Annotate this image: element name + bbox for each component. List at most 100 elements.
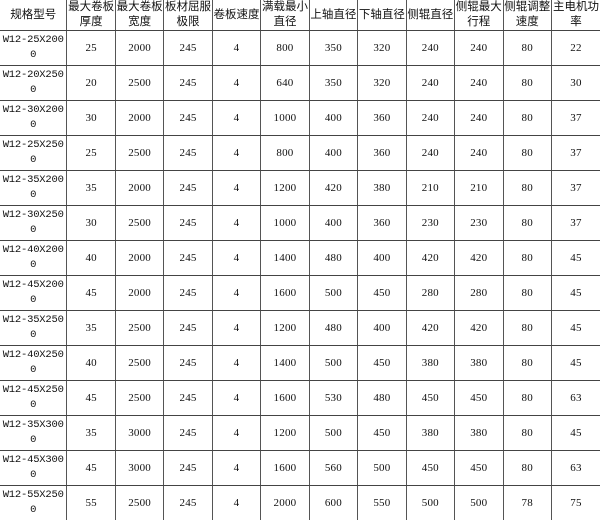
column-header-max-plate-thickness: 最大卷板厚度 xyxy=(67,0,115,31)
value-cell: 280 xyxy=(406,276,454,311)
value-cell: 245 xyxy=(164,101,212,136)
value-cell: 30 xyxy=(67,206,115,241)
value-cell: 500 xyxy=(309,276,357,311)
value-cell: 245 xyxy=(164,206,212,241)
value-cell: 360 xyxy=(358,101,406,136)
model-cell: W12-25X2500 xyxy=(0,136,67,171)
value-cell: 2500 xyxy=(115,66,163,101)
value-cell: 400 xyxy=(309,206,357,241)
value-cell: 2000 xyxy=(261,486,309,520)
value-cell: 40 xyxy=(67,346,115,381)
value-cell: 80 xyxy=(503,66,551,101)
value-cell: 2500 xyxy=(115,311,163,346)
value-cell: 450 xyxy=(358,276,406,311)
value-cell: 80 xyxy=(503,346,551,381)
value-cell: 600 xyxy=(309,486,357,520)
value-cell: 420 xyxy=(455,311,503,346)
value-cell: 320 xyxy=(358,66,406,101)
model-cell: W12-40X2500 xyxy=(0,346,67,381)
value-cell: 240 xyxy=(406,101,454,136)
value-cell: 45 xyxy=(551,416,600,451)
value-cell: 500 xyxy=(358,451,406,486)
value-cell: 240 xyxy=(406,136,454,171)
value-cell: 245 xyxy=(164,66,212,101)
value-cell: 480 xyxy=(309,311,357,346)
value-cell: 245 xyxy=(164,381,212,416)
value-cell: 380 xyxy=(358,171,406,206)
column-header-rolling-speed: 卷板速度 xyxy=(212,0,260,31)
value-cell: 37 xyxy=(551,171,600,206)
value-cell: 78 xyxy=(503,486,551,520)
value-cell: 4 xyxy=(212,486,260,520)
column-header-lower-roll-diameter: 下轴直径 xyxy=(358,0,406,31)
value-cell: 500 xyxy=(309,416,357,451)
value-cell: 45 xyxy=(551,311,600,346)
value-cell: 35 xyxy=(67,416,115,451)
value-cell: 360 xyxy=(358,206,406,241)
value-cell: 240 xyxy=(455,66,503,101)
value-cell: 80 xyxy=(503,136,551,171)
model-cell: W12-45X2500 xyxy=(0,381,67,416)
value-cell: 380 xyxy=(455,346,503,381)
value-cell: 245 xyxy=(164,136,212,171)
value-cell: 1000 xyxy=(261,206,309,241)
model-cell: W12-25X2000 xyxy=(0,31,67,66)
value-cell: 245 xyxy=(164,171,212,206)
value-cell: 420 xyxy=(406,311,454,346)
value-cell: 450 xyxy=(455,451,503,486)
model-cell: W12-20X2500 xyxy=(0,66,67,101)
value-cell: 480 xyxy=(309,241,357,276)
value-cell: 45 xyxy=(551,276,600,311)
value-cell: 4 xyxy=(212,171,260,206)
value-cell: 245 xyxy=(164,486,212,520)
table-header: 规格型号 最大卷板厚度 最大卷板宽度 板材屈服极限 卷板速度 满载最小直径 上轴… xyxy=(0,0,600,31)
value-cell: 1600 xyxy=(261,381,309,416)
value-cell: 2500 xyxy=(115,136,163,171)
value-cell: 75 xyxy=(551,486,600,520)
model-cell: W12-45X2000 xyxy=(0,276,67,311)
value-cell: 400 xyxy=(309,101,357,136)
column-header-main-motor-power: 主电机功率 xyxy=(551,0,600,31)
value-cell: 1200 xyxy=(261,171,309,206)
value-cell: 245 xyxy=(164,276,212,311)
value-cell: 63 xyxy=(551,451,600,486)
value-cell: 4 xyxy=(212,136,260,171)
model-cell: W12-35X2000 xyxy=(0,171,67,206)
column-header-model: 规格型号 xyxy=(0,0,67,31)
value-cell: 80 xyxy=(503,31,551,66)
value-cell: 2500 xyxy=(115,381,163,416)
column-header-upper-roll-diameter: 上轴直径 xyxy=(309,0,357,31)
model-cell: W12-30X2000 xyxy=(0,101,67,136)
value-cell: 4 xyxy=(212,66,260,101)
value-cell: 30 xyxy=(551,66,600,101)
value-cell: 1200 xyxy=(261,311,309,346)
value-cell: 800 xyxy=(261,136,309,171)
value-cell: 80 xyxy=(503,101,551,136)
value-cell: 80 xyxy=(503,171,551,206)
value-cell: 45 xyxy=(67,451,115,486)
column-header-side-roll-max-stroke: 侧辊最大行程 xyxy=(455,0,503,31)
value-cell: 4 xyxy=(212,381,260,416)
value-cell: 3000 xyxy=(115,451,163,486)
value-cell: 245 xyxy=(164,31,212,66)
value-cell: 380 xyxy=(406,416,454,451)
value-cell: 2000 xyxy=(115,101,163,136)
value-cell: 400 xyxy=(358,241,406,276)
value-cell: 500 xyxy=(406,486,454,520)
column-header-yield-limit: 板材屈服极限 xyxy=(164,0,212,31)
value-cell: 35 xyxy=(67,311,115,346)
value-cell: 245 xyxy=(164,346,212,381)
value-cell: 1200 xyxy=(261,416,309,451)
value-cell: 240 xyxy=(455,31,503,66)
value-cell: 450 xyxy=(406,451,454,486)
value-cell: 2500 xyxy=(115,346,163,381)
value-cell: 55 xyxy=(67,486,115,520)
value-cell: 80 xyxy=(503,381,551,416)
